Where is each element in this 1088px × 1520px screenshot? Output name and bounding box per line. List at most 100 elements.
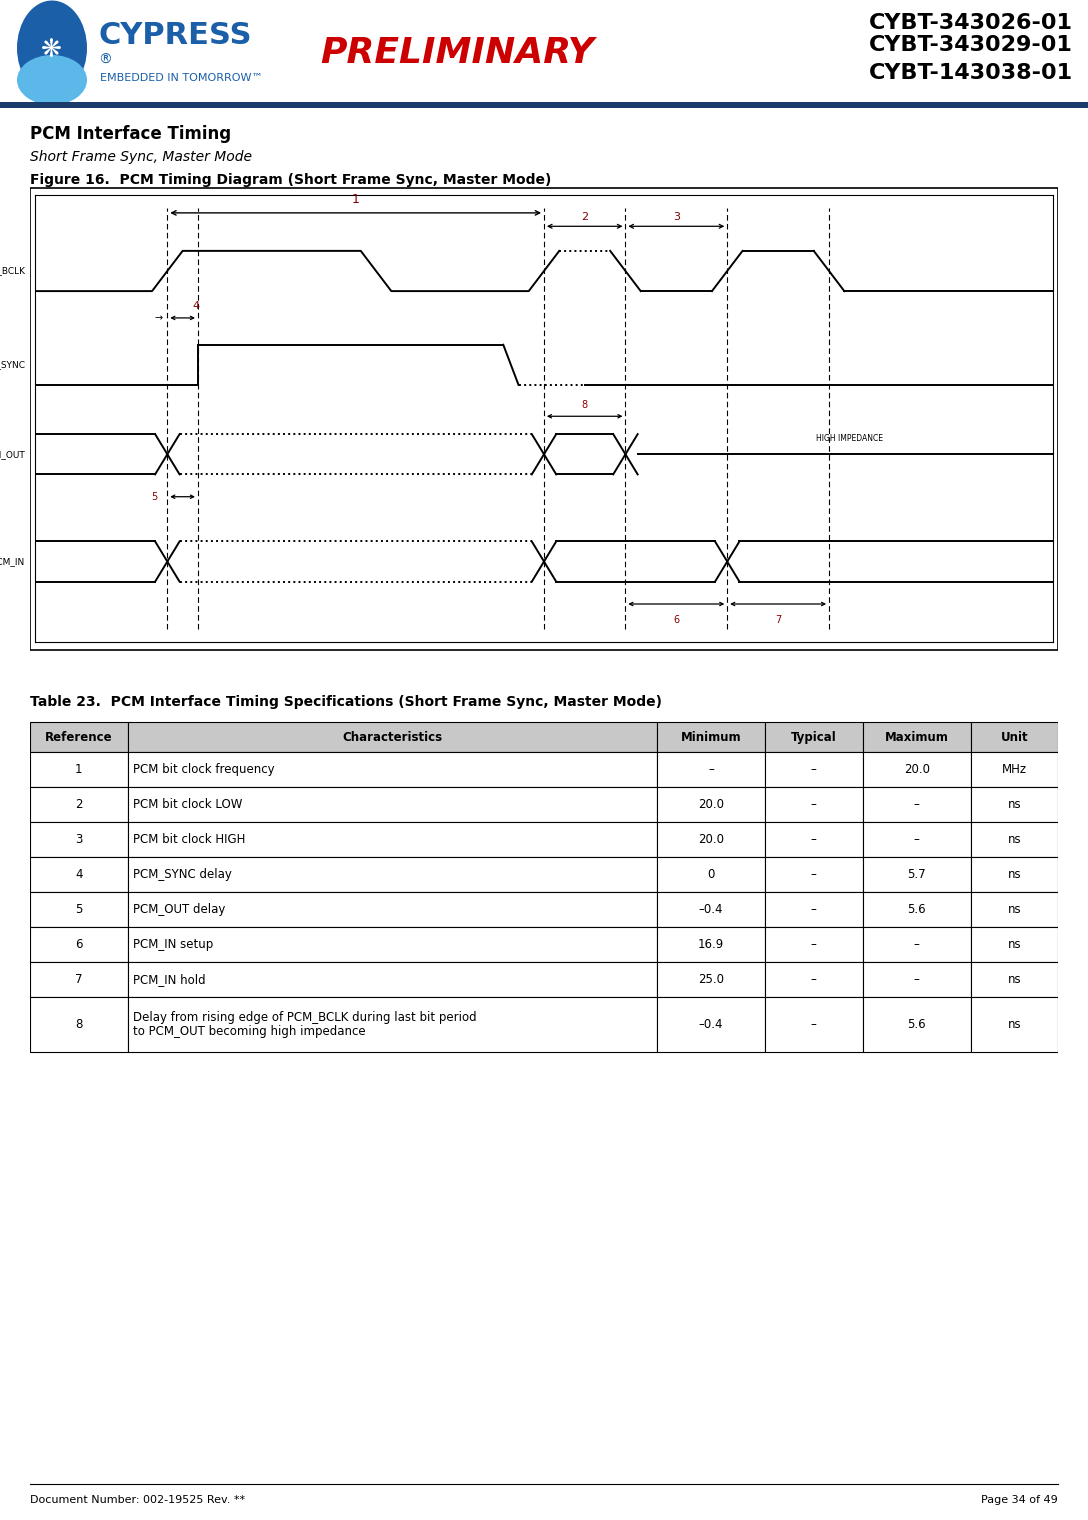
Text: Figure 16.  PCM Timing Diagram (Short Frame Sync, Master Mode): Figure 16. PCM Timing Diagram (Short Fra… xyxy=(30,173,552,187)
Bar xyxy=(863,787,970,822)
Bar xyxy=(657,927,765,962)
Bar xyxy=(863,857,970,892)
Bar xyxy=(765,927,863,962)
Text: MHz: MHz xyxy=(1002,763,1027,777)
Bar xyxy=(863,997,970,1052)
Text: 7: 7 xyxy=(775,616,781,625)
Text: –: – xyxy=(811,903,817,917)
Bar xyxy=(970,752,1058,787)
Bar xyxy=(970,822,1058,857)
Text: 5: 5 xyxy=(151,492,157,502)
Bar xyxy=(863,822,970,857)
Bar xyxy=(863,927,970,962)
Bar xyxy=(970,722,1058,752)
Bar xyxy=(127,857,657,892)
Text: 3: 3 xyxy=(75,833,83,847)
Bar xyxy=(970,927,1058,962)
Text: PCM bit clock frequency: PCM bit clock frequency xyxy=(133,763,274,777)
Text: ns: ns xyxy=(1007,973,1022,986)
Bar xyxy=(30,857,127,892)
Text: 5.7: 5.7 xyxy=(907,868,926,882)
Text: 5: 5 xyxy=(75,903,83,917)
Text: 20.0: 20.0 xyxy=(698,833,724,847)
Text: 0: 0 xyxy=(707,868,715,882)
Text: 7: 7 xyxy=(75,973,83,986)
Text: Unit: Unit xyxy=(1001,731,1028,743)
Bar xyxy=(970,857,1058,892)
Bar xyxy=(657,962,765,997)
Bar xyxy=(30,997,127,1052)
Text: PCM_OUT delay: PCM_OUT delay xyxy=(133,903,225,917)
Text: 20.0: 20.0 xyxy=(904,763,929,777)
Bar xyxy=(765,722,863,752)
Bar xyxy=(0,102,1088,108)
Text: –: – xyxy=(708,763,714,777)
Text: 8: 8 xyxy=(582,400,588,409)
Text: ns: ns xyxy=(1007,868,1022,882)
Text: Maximum: Maximum xyxy=(885,731,949,743)
Text: 5.6: 5.6 xyxy=(907,1018,926,1031)
Bar xyxy=(970,892,1058,927)
Bar xyxy=(127,997,657,1052)
Bar xyxy=(970,962,1058,997)
Bar xyxy=(127,892,657,927)
Bar xyxy=(765,997,863,1052)
Ellipse shape xyxy=(17,55,87,105)
Text: 1: 1 xyxy=(351,193,360,207)
Bar xyxy=(863,722,970,752)
Text: ns: ns xyxy=(1007,903,1022,917)
Text: –: – xyxy=(914,938,919,952)
Text: EMBEDDED IN TOMORROW™: EMBEDDED IN TOMORROW™ xyxy=(100,73,262,84)
Bar xyxy=(127,962,657,997)
Text: –: – xyxy=(811,1018,817,1031)
Text: 8: 8 xyxy=(75,1018,83,1031)
Text: CYBT-343026-01: CYBT-343026-01 xyxy=(869,14,1073,33)
Bar xyxy=(765,857,863,892)
Text: CYBT-143038-01: CYBT-143038-01 xyxy=(869,62,1073,84)
Bar xyxy=(30,722,127,752)
Text: Table 23.  PCM Interface Timing Specifications (Short Frame Sync, Master Mode): Table 23. PCM Interface Timing Specifica… xyxy=(30,695,662,708)
Text: PCM_SYNC: PCM_SYNC xyxy=(0,360,25,369)
Text: ®: ® xyxy=(98,53,112,67)
Text: PCM_BCLK: PCM_BCLK xyxy=(0,266,25,275)
Text: ❋: ❋ xyxy=(41,38,62,62)
Text: 6: 6 xyxy=(75,938,83,952)
Text: ns: ns xyxy=(1007,798,1022,812)
Text: 4: 4 xyxy=(193,301,200,312)
Bar xyxy=(127,822,657,857)
Bar xyxy=(765,787,863,822)
Text: –0.4: –0.4 xyxy=(698,1018,724,1031)
Text: Short Frame Sync, Master Mode: Short Frame Sync, Master Mode xyxy=(30,150,252,164)
Bar xyxy=(127,927,657,962)
Ellipse shape xyxy=(17,0,87,96)
Text: 25.0: 25.0 xyxy=(698,973,724,986)
Text: 6: 6 xyxy=(673,616,679,625)
Text: –0.4: –0.4 xyxy=(698,903,724,917)
Text: 16.9: 16.9 xyxy=(697,938,725,952)
Text: 2: 2 xyxy=(75,798,83,812)
Bar xyxy=(30,892,127,927)
Bar xyxy=(657,892,765,927)
Text: Reference: Reference xyxy=(45,731,113,743)
Text: –: – xyxy=(914,833,919,847)
Bar xyxy=(970,997,1058,1052)
Text: –: – xyxy=(811,973,817,986)
Bar xyxy=(127,752,657,787)
Text: PCM bit clock LOW: PCM bit clock LOW xyxy=(133,798,242,812)
Text: –: – xyxy=(811,938,817,952)
Bar xyxy=(765,892,863,927)
Bar xyxy=(863,962,970,997)
Text: ns: ns xyxy=(1007,1018,1022,1031)
Text: 1: 1 xyxy=(75,763,83,777)
Text: →: → xyxy=(154,313,162,322)
Text: 4: 4 xyxy=(75,868,83,882)
Text: –: – xyxy=(914,798,919,812)
Text: 20.0: 20.0 xyxy=(698,798,724,812)
Text: PRELIMINARY: PRELIMINARY xyxy=(320,36,594,70)
Bar xyxy=(657,997,765,1052)
Text: –: – xyxy=(811,798,817,812)
Text: CYPRESS: CYPRESS xyxy=(98,21,251,50)
Text: –: – xyxy=(811,833,817,847)
Text: –: – xyxy=(811,763,817,777)
Bar xyxy=(657,822,765,857)
